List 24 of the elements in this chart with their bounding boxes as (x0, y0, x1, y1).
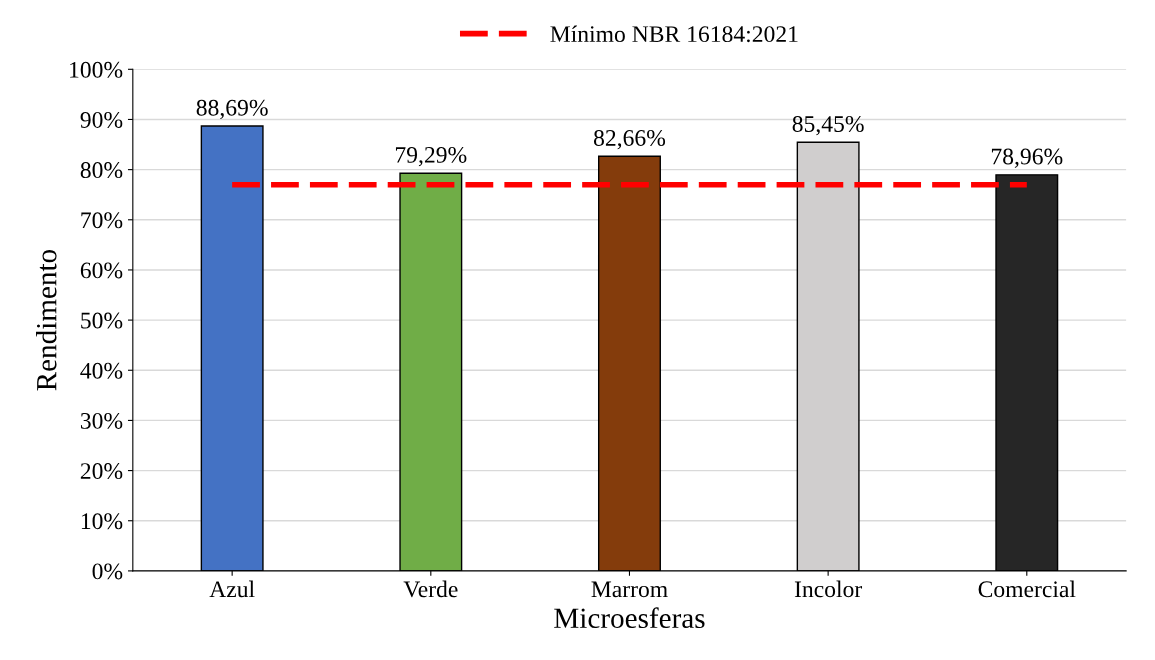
y-tick-label: 60% (80, 262, 123, 279)
y-tick-label: 50% (81, 312, 123, 329)
data-label: 82,66% (593, 129, 666, 150)
legend-label: Mínimo NBR 16184:2021 (550, 25, 798, 43)
x-tick-label: Azul (209, 580, 255, 598)
y-tick-label: 40% (80, 362, 123, 379)
y-tick-label: 70% (81, 212, 123, 229)
x-tick-label: Incolor (794, 580, 863, 598)
data-label: 88,69% (196, 99, 268, 120)
y-tick-label: 90% (80, 111, 123, 128)
y-tick-label: 20% (80, 463, 123, 480)
y-tick-label: 0% (92, 563, 123, 580)
y-tick-label: 100% (70, 61, 123, 78)
x-tick-label: Marrom (591, 581, 668, 598)
x-tick-label: Verde (403, 580, 458, 598)
y-axis-title: Rendimento (36, 249, 57, 391)
data-label: 79,29% (395, 146, 467, 167)
data-label: 85,45% (792, 116, 864, 136)
data-label: 78,96% (991, 148, 1063, 168)
x-tick-label: Comercial (978, 580, 1076, 598)
y-tick-label: 10% (81, 513, 123, 530)
x-axis-title: Microesferas (554, 607, 705, 629)
y-tick-label: 30% (80, 412, 123, 429)
y-tick-label: 80% (80, 162, 123, 179)
